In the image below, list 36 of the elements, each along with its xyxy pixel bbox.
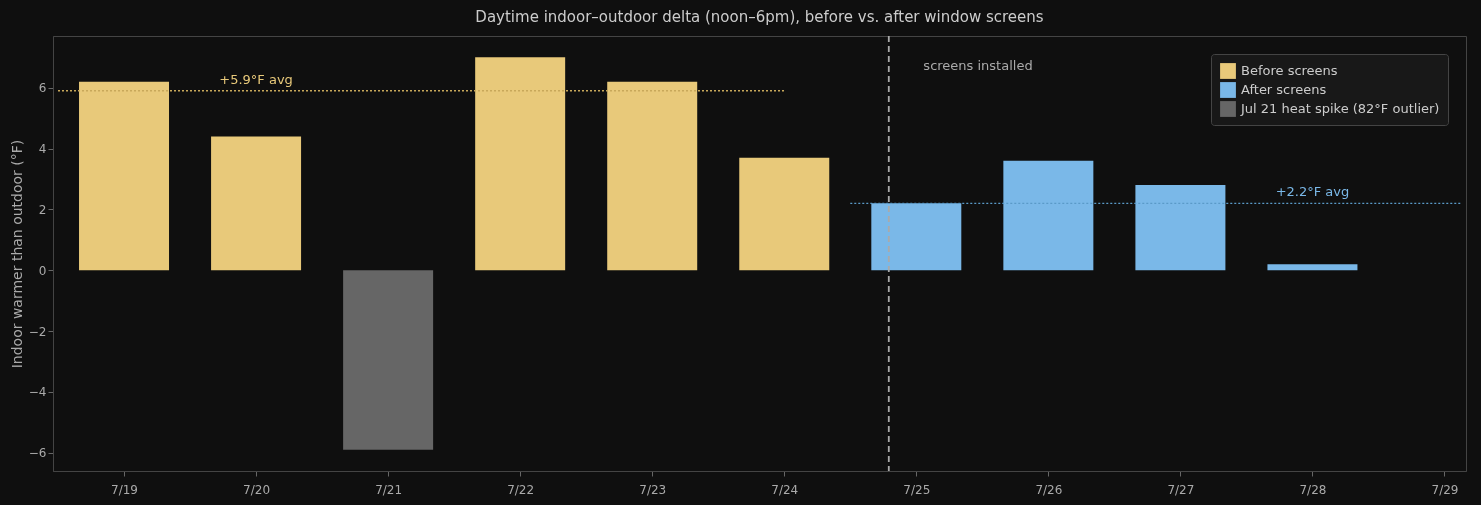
y-tick-label: 6	[38, 81, 47, 96]
y-tick-label: −4	[28, 385, 47, 400]
x-tick-label: 7/20	[243, 482, 271, 497]
bar	[871, 203, 962, 271]
bar	[1135, 185, 1226, 271]
x-tick-label: 7/21	[375, 482, 403, 497]
legend-label: Jul 21 heat spike (82°F outlier)	[1240, 101, 1440, 116]
x-tick-label: 7/19	[111, 482, 138, 497]
x-tick-label: 7/26	[1035, 482, 1063, 497]
y-tick-label: 4	[38, 142, 47, 157]
bar	[343, 270, 434, 450]
x-tick-label: 7/28	[1299, 482, 1327, 497]
x-tick-label: 7/27	[1167, 482, 1195, 497]
bar	[739, 157, 830, 271]
x-tick-label: 7/22	[507, 482, 535, 497]
x-tick-label: 7/23	[639, 482, 667, 497]
y-axis-title: Indoor warmer than outdoor (°F)	[8, 139, 25, 369]
annotation: screens installed	[923, 58, 1033, 73]
y-tick-label: 0	[38, 263, 47, 278]
bar	[475, 57, 566, 271]
legend-label: After screens	[1241, 82, 1327, 97]
x-tick-label: 7/29	[1431, 482, 1459, 497]
bar	[1003, 160, 1094, 271]
bar	[1267, 264, 1358, 271]
chart-title: Daytime indoor–outdoor delta (noon–6pm), before vs. after window screens	[475, 8, 1044, 27]
x-tick-label: 7/25	[903, 482, 931, 497]
y-tick-label: 2	[38, 202, 47, 217]
bar	[211, 136, 302, 271]
bar	[79, 81, 170, 271]
annotation: +2.2°F avg	[1275, 184, 1350, 200]
annotation: +5.9°F avg	[219, 71, 293, 87]
x-tick-label: 7/24	[771, 482, 799, 497]
y-tick-label: −6	[28, 446, 47, 461]
bar	[607, 81, 698, 271]
legend-label: Before screens	[1241, 63, 1338, 78]
y-tick-label: −2	[28, 324, 47, 339]
